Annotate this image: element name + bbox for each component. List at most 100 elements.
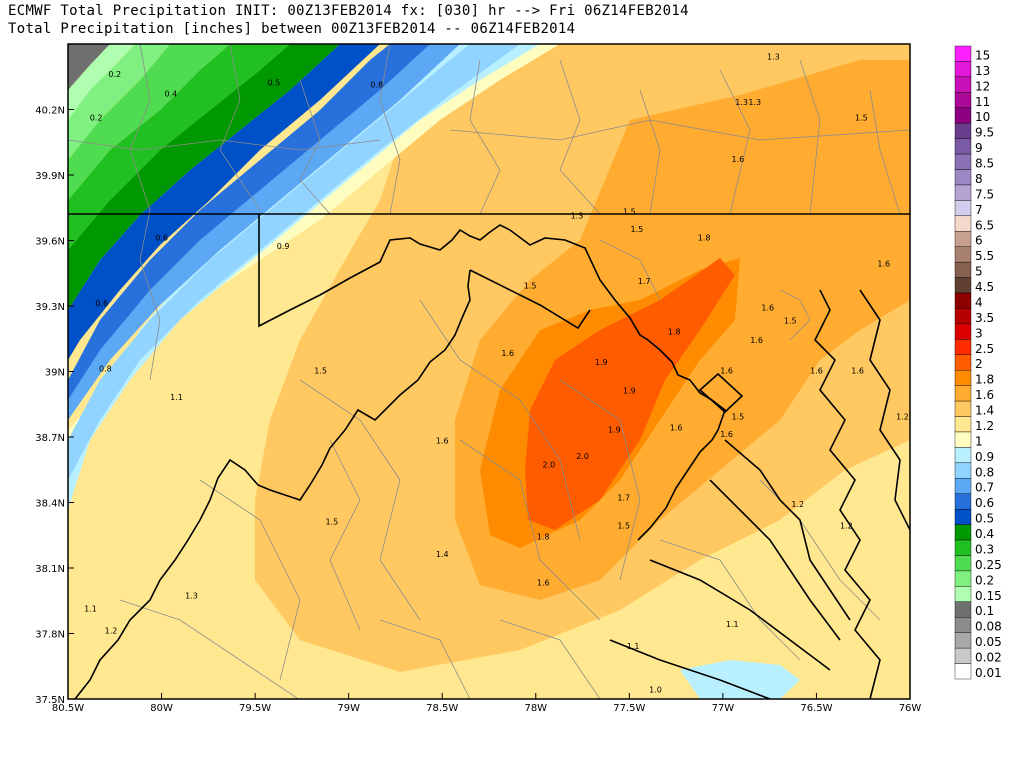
legend-swatch: [954, 200, 972, 217]
y-tick-label: 37.5N: [35, 695, 65, 706]
legend-swatch: [954, 647, 972, 664]
legend-label: 9.5: [975, 126, 994, 140]
contour-label: 0.9: [277, 242, 290, 251]
legend-swatch: [954, 339, 972, 355]
contour-label: 1.5: [524, 282, 537, 291]
contour-label: 1.5: [325, 517, 338, 526]
legend-swatch: [954, 138, 972, 155]
legend-swatch: [954, 277, 972, 294]
legend-swatch: [954, 431, 972, 448]
x-tick-label: 76W: [899, 703, 922, 714]
legend-swatch: [954, 122, 972, 139]
legend-label: 0.08: [975, 620, 1002, 634]
x-tick-label: 78W: [524, 703, 547, 714]
legend-swatch: [954, 45, 972, 62]
potomac-md-boundary: [258, 214, 726, 541]
legend-label: 1.6: [975, 388, 994, 402]
legend-label: 1.8: [975, 373, 994, 387]
contour-label: 1.0: [649, 685, 662, 694]
legend-label: 7: [975, 203, 983, 217]
legend-label: 10: [975, 110, 990, 124]
contour-label: 1.9: [608, 426, 621, 435]
precip-band-0-2: [68, 44, 170, 160]
legend-swatch: [954, 478, 972, 494]
y-tick-label: 39.3N: [35, 302, 65, 313]
contour-label: 0.8: [99, 365, 112, 374]
y-tick-label: 38.4N: [35, 499, 65, 510]
dc-outline: [698, 372, 744, 414]
legend-swatch: [954, 215, 972, 232]
x-tick-label: 80.5W: [52, 703, 84, 714]
legend-swatch: [954, 601, 972, 618]
contour-label: 1.2: [840, 522, 853, 531]
contour-label: 1.6: [810, 367, 823, 376]
contour-label: 1.8: [537, 533, 550, 542]
legend-swatch: [954, 493, 972, 510]
contour-label: 1.1: [726, 620, 739, 629]
legend-label: 6.5: [975, 218, 994, 232]
legend-swatch: [954, 76, 972, 93]
wv-md-angle: [469, 269, 591, 330]
contour-label: 1.5: [731, 413, 744, 422]
rappahannock-shore: [709, 479, 841, 641]
y-tick-label: 39.6N: [35, 237, 65, 248]
legend-label: 8: [975, 172, 983, 186]
legend-label: 0.15: [975, 589, 1002, 603]
legend-swatch: [954, 61, 972, 78]
x-tick-label: 77.5W: [613, 703, 645, 714]
legend-swatch: [954, 308, 972, 325]
legend-label: 0.6: [975, 496, 994, 510]
legend-label: 13: [975, 64, 990, 78]
contour-label: 1.6: [851, 367, 864, 376]
contour-label: 1.6: [537, 578, 550, 587]
legend-label: 6: [975, 234, 983, 248]
legend-swatch: [954, 524, 972, 541]
legend-label: 0.01: [975, 666, 1002, 680]
legend-label: 0.1: [975, 604, 994, 618]
legend-label: 4.5: [975, 280, 994, 294]
legend-swatch: [954, 586, 972, 603]
legend-swatch: [954, 400, 972, 417]
legend-swatch: [954, 539, 972, 556]
legend-label: 0.2: [975, 573, 994, 587]
contour-label: 0.4: [165, 89, 178, 98]
contour-label: 1.6: [877, 260, 890, 269]
y-tick-label: 40.2N: [35, 106, 65, 117]
contour-label: 1.7: [617, 493, 630, 502]
legend-swatch: [954, 231, 972, 247]
y-tick-label: 39N: [45, 368, 65, 379]
contour-label: 1.4: [436, 550, 449, 559]
wv-va-boundary: [74, 269, 471, 699]
legend-label: 0.4: [975, 527, 994, 541]
legend-swatch: [954, 169, 972, 186]
contour-label: 1.1: [84, 605, 97, 614]
contour-label: 1.5: [617, 522, 630, 531]
legend-swatch: [954, 555, 972, 572]
legend-label: 0.8: [975, 465, 994, 479]
contour-label: 1.6: [720, 430, 733, 439]
legend-swatch: [954, 184, 972, 201]
contour-label: 0.8: [370, 81, 383, 90]
y-axis: 40.2N 39.9N 39.6N 39.3N 39N 38.7N 38.4N 38.1N 37…: [35, 106, 74, 706]
legend-swatch: [954, 632, 972, 649]
contour-label: 1.9: [595, 358, 608, 367]
y-tick-label: 37.8N: [35, 630, 65, 641]
contour-label: 1.6: [670, 423, 683, 432]
x-tick-label: 78.5W: [426, 703, 458, 714]
legend-label: 1.2: [975, 419, 994, 433]
legend-label: 0.25: [975, 558, 1002, 572]
contour-label: 1.6: [761, 303, 774, 312]
contour-label: 1.2: [105, 627, 118, 636]
legend-swatch: [954, 663, 972, 680]
y-tick-label: 38.1N: [35, 564, 65, 575]
contour-label: 1.8: [668, 327, 681, 336]
legend-swatch: [954, 416, 972, 433]
y-tick-label: 38.7N: [35, 433, 65, 444]
contour-label: 1.6: [731, 155, 744, 164]
contour-label: 0.6: [95, 299, 108, 308]
legend-swatch: [954, 354, 972, 371]
legend-swatch: [954, 261, 972, 278]
york-river-shore: [649, 559, 831, 671]
contour-label: 1.7: [638, 277, 651, 286]
contour-label: 2.0: [576, 452, 589, 461]
